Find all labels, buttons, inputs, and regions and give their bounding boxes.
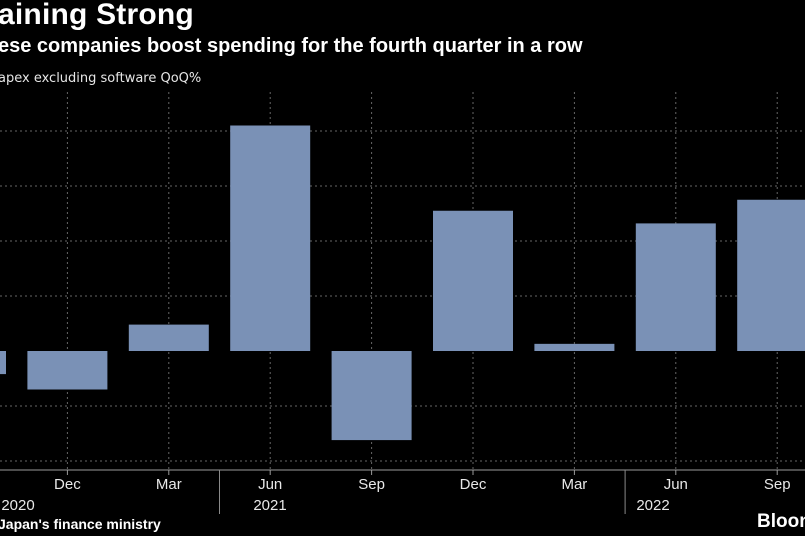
- bars: [0, 125, 805, 441]
- year-label: 2020: [1, 497, 34, 514]
- brand-logo-text: Bloon: [757, 511, 805, 532]
- bar: [128, 324, 209, 351]
- x-tick-label: Jun: [664, 476, 688, 493]
- x-tick-label: Mar: [156, 476, 182, 493]
- bar: [635, 223, 716, 351]
- bar: [433, 210, 513, 351]
- bar: [534, 343, 615, 351]
- chart-title: aining Strong: [0, 0, 194, 31]
- source-note: Japan's finance ministry: [0, 516, 161, 532]
- x-tick-label: Jun: [258, 476, 282, 493]
- series-label: apex excluding software QoQ%: [0, 71, 202, 86]
- bar: [230, 125, 311, 351]
- bar: [27, 351, 108, 390]
- bar: [0, 351, 6, 375]
- year-label: 2021: [253, 497, 286, 514]
- x-tick-label: Sep: [764, 476, 791, 493]
- bar: [737, 199, 805, 351]
- x-axis: Dec Mar Jun Sep Dec Mar Jun Sep 2020 2021 2022: [0, 469, 805, 514]
- bar: [331, 351, 412, 441]
- x-tick-label: Sep: [358, 476, 385, 493]
- gridlines: [0, 92, 805, 470]
- x-tick-label: Dec: [460, 476, 487, 493]
- x-tick-label: Dec: [54, 476, 81, 493]
- year-label: 2022: [636, 497, 669, 514]
- x-tick-label: Mar: [561, 476, 587, 493]
- chart-subtitle: ese companies boost spending for the fou…: [0, 35, 583, 57]
